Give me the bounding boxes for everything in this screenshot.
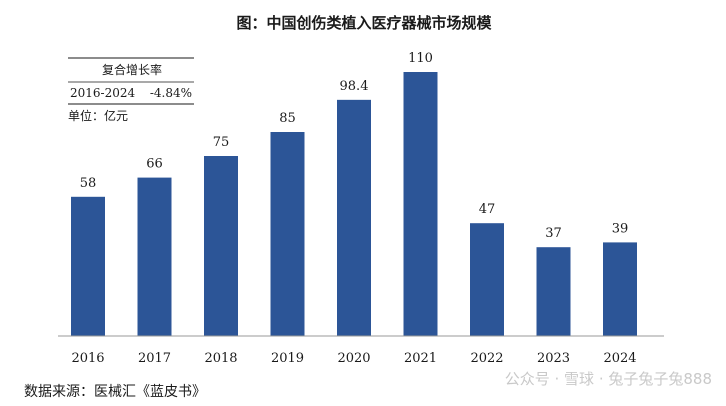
bar-2021 (403, 72, 438, 336)
x-tick-2016: 2016 (71, 351, 104, 366)
bars-group (71, 72, 637, 336)
data-label-2017: 66 (146, 157, 163, 172)
bar-2016 (71, 196, 105, 336)
data-label-2020: 98.4 (340, 79, 369, 94)
data-labels-group: 58 66 75 85 98.4 110 47 37 39 (80, 51, 629, 241)
x-tick-2019: 2019 (271, 351, 304, 366)
x-tick-2022: 2022 (470, 351, 503, 366)
data-label-2019: 85 (279, 111, 296, 126)
bar-2018 (204, 156, 238, 336)
bar-2022 (470, 223, 504, 336)
x-tick-2018: 2018 (204, 351, 237, 366)
x-tick-labels-group: 2016 2017 2018 2019 2020 2021 2022 2023 2024 (71, 351, 636, 366)
x-tick-2021: 2021 (404, 351, 437, 366)
annotation-header: 复合增长率 (102, 62, 162, 77)
growth-annotation: 复合增长率 2016-2024 -4.84% 单位：亿元 (68, 57, 194, 123)
x-tick-2023: 2023 (537, 351, 570, 366)
annotation-period: 2016-2024 (70, 86, 135, 100)
bar-2020 (337, 99, 371, 336)
data-label-2021: 110 (408, 51, 433, 66)
source-note: 数据来源：医械汇《蓝皮书》 (24, 384, 206, 400)
bar-2024 (603, 242, 637, 336)
watermark: 公众号 · 雪球 · 兔子兔子兔888 (505, 370, 712, 388)
chart-title: 图：中国创伤类植入医疗器械市场规模 (236, 14, 492, 32)
annotation-rate: -4.84% (150, 86, 192, 100)
x-tick-2020: 2020 (337, 351, 370, 366)
data-label-2016: 58 (80, 176, 97, 191)
data-label-2022: 47 (479, 202, 496, 217)
x-tick-2024: 2024 (603, 351, 636, 366)
data-label-2024: 39 (612, 221, 629, 236)
x-tick-2017: 2017 (138, 351, 171, 366)
data-label-2023: 37 (545, 226, 562, 241)
bar-2019 (270, 132, 305, 336)
bar-2017 (137, 177, 172, 336)
bar-2023 (536, 247, 571, 336)
data-label-2018: 75 (213, 135, 230, 150)
unit-label: 单位：亿元 (68, 108, 128, 123)
